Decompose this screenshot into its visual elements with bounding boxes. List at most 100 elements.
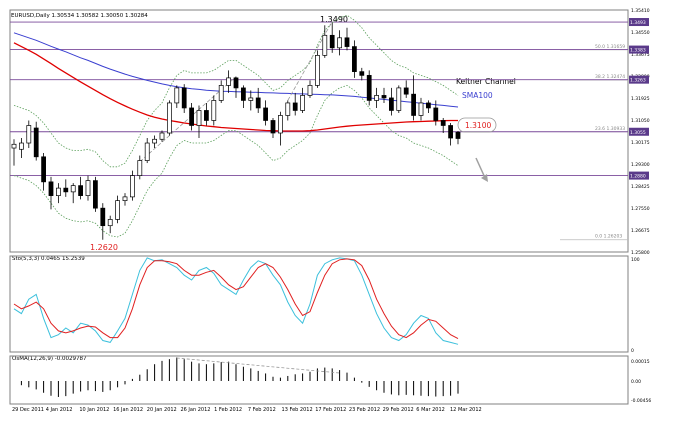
candle-body (167, 102, 172, 134)
moving-average-line (13, 42, 458, 132)
candle-body (196, 110, 202, 126)
candle-body (315, 54, 320, 86)
fib-label: 50.0 1.31659 (595, 44, 625, 50)
candle-body (226, 77, 231, 86)
price-axis-label: 1.34550 (631, 30, 650, 36)
candle-body (48, 181, 54, 196)
candle-body (433, 107, 439, 121)
stochastic-main-line (13, 257, 459, 345)
date-axis-label: 7 Feb 2012 (248, 407, 276, 413)
osma-axis-label: 0.00015 (631, 359, 650, 365)
candle-body (366, 75, 372, 101)
date-axis-label: 1 Feb 2012 (214, 407, 242, 413)
date-axis-label: 4 Jan 2012 (46, 407, 73, 413)
price-level-tag-text: 1.3383 (630, 48, 646, 54)
candle-body (218, 85, 224, 101)
candle-body (93, 180, 98, 209)
osma-axis-label: 0.00 (631, 379, 641, 385)
candle-body (448, 125, 453, 139)
candle-body (337, 37, 342, 49)
date-axis-label: 10 Jan 2012 (79, 407, 109, 413)
high-label: 1.3490 (320, 15, 348, 24)
fib-label: 38.2 1.32474 (595, 74, 625, 80)
trend-line (139, 76, 237, 163)
keltner-upper-band (13, 14, 459, 168)
osma-panel-frame (9, 355, 629, 405)
stoch-panel-title: Sto(5,3,3) 0.0465 15.2539 (12, 256, 85, 262)
candle-body (100, 207, 106, 227)
candle-body (241, 87, 246, 101)
price-level-tag (629, 75, 649, 84)
stoch-axis-label: 100 (631, 257, 640, 263)
candle-body (63, 187, 69, 193)
sma100-label: SMA100 (462, 91, 493, 100)
candle-body (255, 97, 261, 109)
date-axis-label: 12 Mar 2012 (450, 407, 482, 413)
candle-body (107, 219, 113, 227)
osma-divergence-line (176, 357, 340, 374)
candle-body (181, 87, 187, 109)
price-box-label: 1.3100 (465, 121, 491, 130)
date-axis-label: 17 Feb 2012 (315, 407, 346, 413)
candle-body (418, 102, 424, 116)
candle-body (189, 107, 194, 126)
stochastic-signal-line (13, 258, 459, 340)
candle-body (204, 110, 209, 121)
candle-body (389, 97, 394, 111)
price-level-tag-text: 1.2880 (630, 174, 646, 180)
date-axis-label: 26 Jan 2012 (180, 407, 210, 413)
price-axis-label: 1.30175 (631, 140, 650, 146)
candle-body (411, 93, 416, 116)
price-axis-label: 1.27550 (631, 206, 650, 212)
candle-body (78, 185, 83, 196)
candle-body (33, 127, 39, 158)
fib-label: 23.6 1.30933 (595, 126, 625, 132)
date-axis-label: 29 Dec 2011 (12, 407, 44, 413)
price-axis-label: 1.25800 (631, 250, 650, 256)
candle-body (115, 200, 120, 220)
candle-body (144, 142, 150, 161)
candle-body (307, 85, 313, 96)
candle-body (41, 156, 46, 183)
candle-body (263, 107, 268, 121)
candle-body (152, 138, 157, 144)
candle-body (455, 131, 461, 139)
candle-body (248, 97, 254, 101)
candle-body (85, 180, 91, 196)
candle-body (159, 132, 165, 140)
price-axis-label: 1.31050 (631, 118, 650, 124)
price-annotation-box (457, 117, 497, 133)
candle-body (322, 34, 328, 56)
candle-body (396, 87, 402, 111)
down-arrow-head (481, 174, 488, 182)
keltner-label: Keltner Channel (456, 77, 516, 86)
date-axis-label: 29 Feb 2012 (383, 407, 414, 413)
candle-body (211, 100, 217, 121)
price-axis-label: 1.33675 (631, 52, 650, 58)
candle-body (270, 120, 276, 134)
price-level-tag-text: 1.3055 (630, 130, 646, 136)
osma-axis-label: -0.00456 (631, 398, 651, 404)
low-label: 1.2620 (90, 243, 118, 252)
date-axis-label: 16 Jan 2012 (113, 407, 143, 413)
date-axis-label: 6 Mar 2012 (416, 407, 445, 413)
price-level-tag (629, 171, 649, 180)
candle-body (233, 77, 239, 89)
candle-body (26, 125, 32, 144)
stoch-axis-label: 0 (631, 348, 634, 354)
price-axis-label: 1.29300 (631, 162, 650, 168)
candle-body (278, 115, 283, 134)
candle-body (70, 185, 76, 193)
candle-body (374, 95, 379, 101)
candle-body (329, 34, 335, 49)
candle-body (122, 196, 128, 201)
candle-body (56, 187, 61, 196)
candle-body (344, 37, 350, 47)
candle-body (130, 175, 135, 198)
price-axis-label: 1.28425 (631, 184, 650, 190)
candle-body (381, 95, 387, 99)
date-axis-label: 23 Feb 2012 (349, 407, 380, 413)
candle-body (11, 143, 17, 149)
price-level-tag (629, 45, 649, 54)
